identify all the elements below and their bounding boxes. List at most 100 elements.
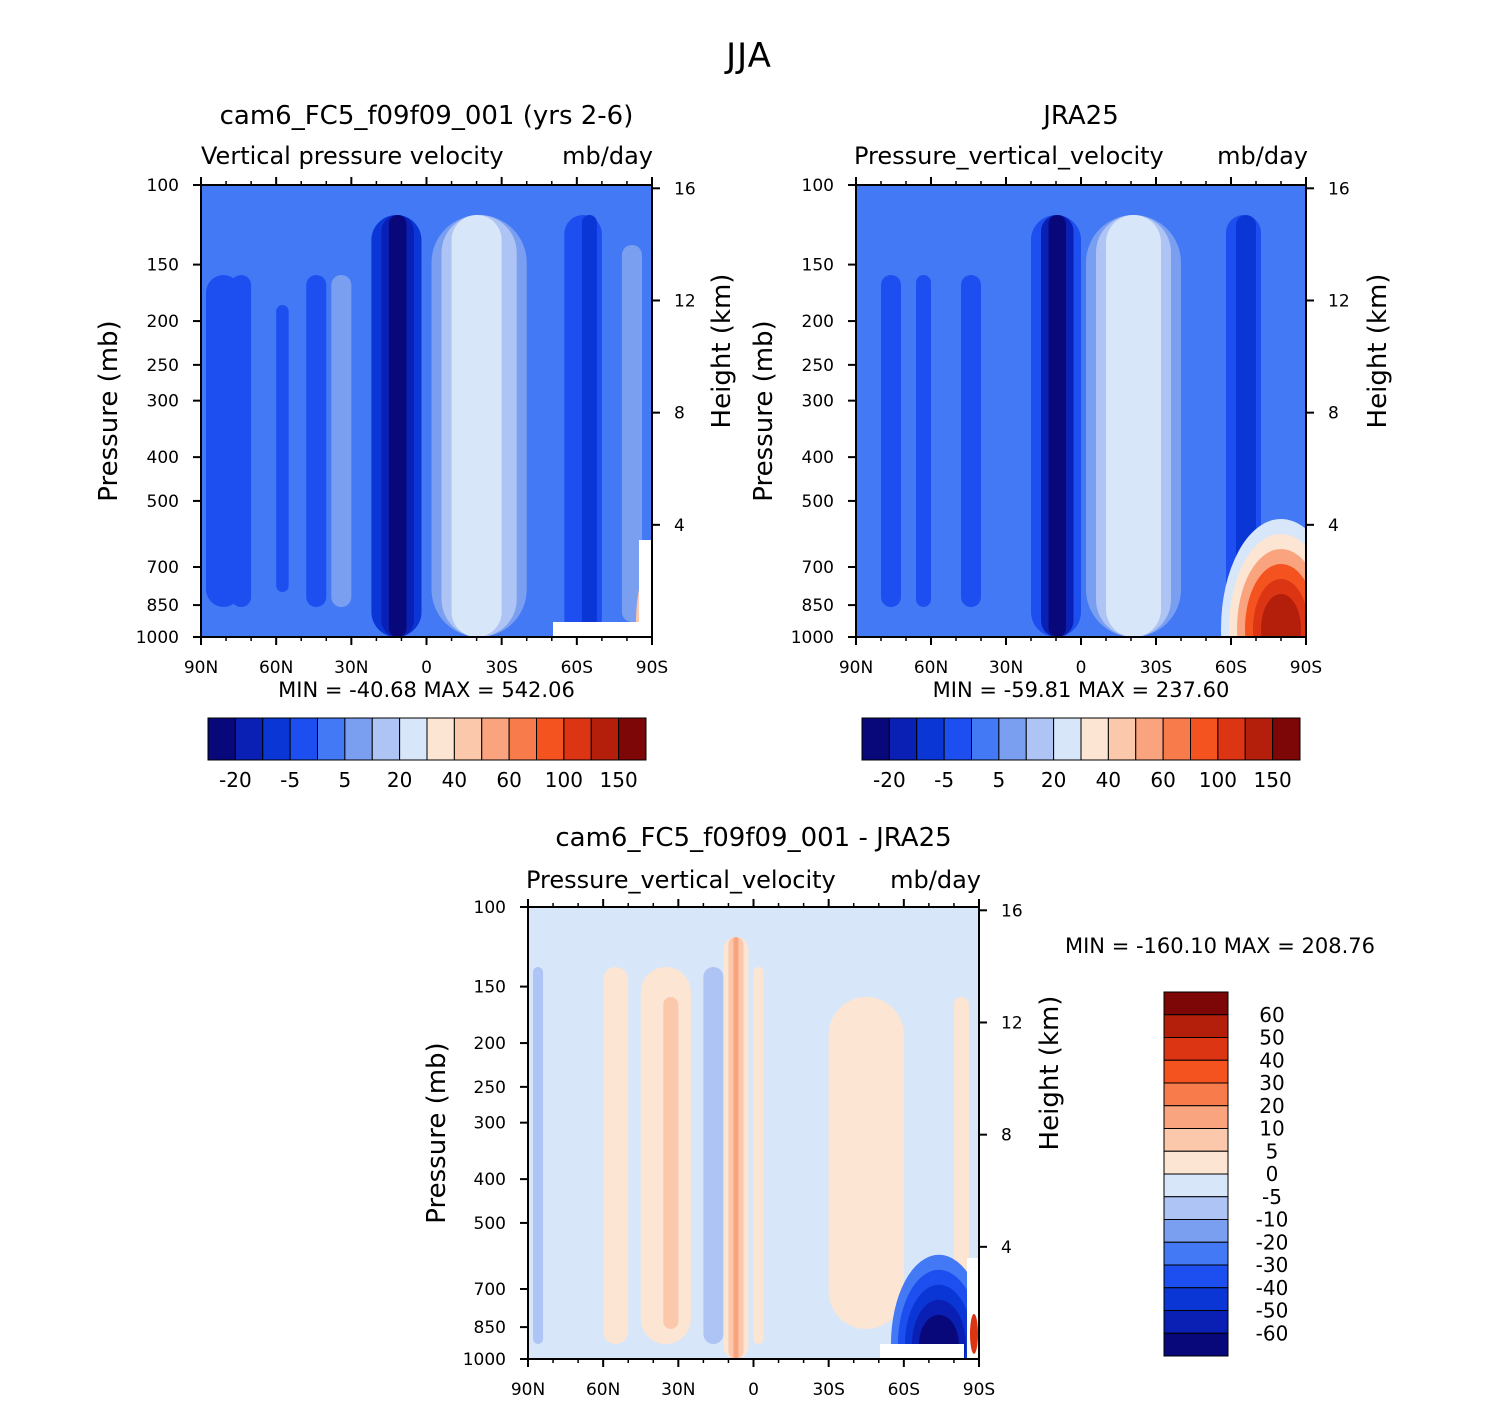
colorbar-label: 100	[545, 768, 583, 792]
colorbar-swatch	[1163, 1014, 1229, 1038]
panel-subtitle-left: Pressure_vertical_velocity	[526, 866, 836, 894]
min-max-stats: MIN = -40.68 MAX = 542.06	[278, 678, 575, 702]
y-tick-label: 250	[147, 356, 179, 376]
y-tick-label: 300	[147, 392, 179, 412]
y-tick-label: 300	[802, 392, 834, 412]
contour-band	[753, 967, 764, 1344]
contour-band	[961, 275, 981, 607]
y2-tick-label: 16	[1328, 179, 1350, 199]
colorbar-label: -10	[1256, 1208, 1289, 1232]
colorbar-swatch	[1163, 1128, 1229, 1152]
contour-band	[703, 967, 724, 1344]
colorbar-swatch	[508, 717, 537, 761]
contour-band	[663, 997, 679, 1329]
colorbar-swatch	[1190, 717, 1219, 761]
colorbar-label: -20	[1256, 1230, 1289, 1254]
colorbar-swatch	[481, 717, 510, 761]
y2-tick-label: 12	[674, 291, 696, 311]
colorbar-label: 20	[1259, 1094, 1284, 1118]
colorbar-swatch	[1244, 717, 1274, 761]
min-max-stats: MIN = -160.10 MAX = 208.76	[1065, 934, 1375, 958]
y2-axis-label: Height (km)	[1363, 274, 1393, 429]
y-tick-label: 500	[802, 492, 834, 512]
x-tick-label: 30S	[812, 1380, 844, 1400]
y-tick-label: 400	[474, 1170, 506, 1190]
y2-tick-label: 16	[1001, 901, 1023, 921]
contour-band	[1106, 215, 1161, 637]
colorbar-swatch	[618, 717, 647, 761]
colorbar-label: 5	[339, 768, 352, 792]
colorbar-label: -20	[873, 768, 906, 792]
colorbar-label: 60	[1259, 1003, 1284, 1027]
colorbar-swatch	[1163, 1196, 1229, 1220]
y-tick-label: 500	[147, 492, 179, 512]
y-tick-label: 850	[147, 596, 179, 616]
masked-region	[639, 540, 652, 637]
heatmap-field	[201, 185, 652, 637]
panel-subtitle-right: mb/day	[890, 866, 981, 894]
colorbar-label: 100	[1199, 768, 1237, 792]
x-tick-label: 90S	[963, 1380, 995, 1400]
y-tick-label: 200	[147, 312, 179, 332]
surface-feature	[1261, 593, 1301, 637]
y-tick-label: 200	[474, 1034, 506, 1054]
x-tick-label: 90N	[511, 1380, 545, 1400]
y2-tick-label: 8	[1328, 404, 1339, 424]
colorbar-label: 0	[1266, 1162, 1279, 1186]
colorbar-swatch	[1135, 717, 1164, 761]
x-tick-label: 60S	[888, 1380, 920, 1400]
y2-tick-label: 8	[1001, 1126, 1012, 1146]
colorbar-swatch	[1163, 1037, 1229, 1061]
colorbar-swatch	[1080, 717, 1109, 761]
colorbar-label: -50	[1256, 1299, 1289, 1323]
colorbar-swatch	[262, 717, 291, 761]
y-tick-label: 400	[802, 448, 834, 468]
colorbar-swatch	[1163, 991, 1229, 1016]
y-tick-label: 100	[802, 176, 834, 196]
colorbar-label: 50	[1259, 1026, 1284, 1050]
colorbar-label: 5	[1266, 1139, 1279, 1163]
contour-band	[306, 275, 327, 607]
y-tick-label: 850	[474, 1318, 506, 1338]
y2-tick-label: 4	[1328, 516, 1339, 536]
y-tick-label: 1000	[791, 628, 834, 648]
panel-subtitle-left: Pressure_vertical_velocity	[854, 142, 1164, 170]
colorbar-label: 30	[1259, 1071, 1284, 1095]
masked-region	[880, 1344, 964, 1359]
contour-band	[916, 275, 931, 607]
x-tick-label: 90N	[184, 658, 218, 678]
colorbar-swatch	[371, 717, 401, 761]
y2-tick-label: 16	[674, 179, 696, 199]
y-tick-label: 150	[802, 256, 834, 276]
colorbar-swatch	[1163, 1150, 1229, 1175]
colorbar-label: 60	[496, 768, 521, 792]
y-tick-label: 700	[474, 1280, 506, 1300]
contour-band	[733, 937, 739, 1359]
colorbar-label: -5	[934, 768, 954, 792]
y-tick-label: 1000	[136, 628, 179, 648]
contour-band	[331, 275, 352, 607]
colorbar-swatch	[916, 717, 945, 761]
y-tick-label: 250	[474, 1078, 506, 1098]
colorbar-swatch	[1272, 717, 1301, 761]
colorbar-label: -40	[1256, 1276, 1289, 1300]
min-max-stats: MIN = -59.81 MAX = 237.60	[933, 678, 1230, 702]
colorbar-swatch	[1163, 1219, 1229, 1243]
y-tick-label: 100	[474, 898, 506, 918]
colorbar-swatch	[563, 717, 592, 761]
y-tick-label: 850	[802, 596, 834, 616]
colorbar-swatch	[943, 717, 972, 761]
colorbar-swatch	[1163, 1082, 1229, 1107]
colorbar-swatch	[1163, 1264, 1229, 1289]
x-tick-label: 30N	[661, 1380, 695, 1400]
contour-band	[603, 967, 629, 1344]
colorbar-swatch	[888, 717, 918, 761]
colorbar-swatch	[998, 717, 1027, 761]
x-tick-label: 0	[421, 658, 432, 678]
colorbar-label: -20	[219, 768, 252, 792]
y2-tick-label: 4	[674, 516, 685, 536]
heatmap-field	[856, 185, 1306, 637]
